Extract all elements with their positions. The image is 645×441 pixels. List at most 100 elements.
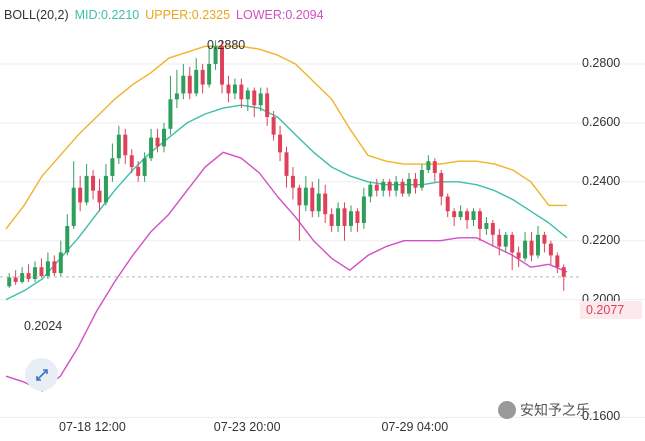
candle-body [445, 196, 450, 212]
high-annotation: 0.2880 [207, 38, 246, 52]
candle-body [316, 193, 321, 212]
candle [523, 231, 528, 262]
boll-mid-line [5, 104, 568, 301]
y-tick-label: 0.2400 [582, 173, 621, 188]
legend-upper-value: 0.2325 [191, 8, 231, 22]
candle [187, 66, 192, 100]
candle [239, 78, 244, 109]
x-tick-label: 07-18 12:00 [59, 420, 126, 434]
candle-body [394, 181, 399, 191]
candle-body [458, 211, 463, 218]
candle-body [439, 172, 444, 197]
candle [65, 214, 70, 256]
candle [471, 208, 476, 226]
candle [439, 170, 444, 206]
candle-body [20, 273, 25, 282]
legend-mid-value: 0.2210 [101, 8, 140, 22]
candle [503, 231, 508, 253]
candle [374, 178, 379, 197]
candles [7, 40, 566, 291]
legend-upper: UPPER:0.2325 [145, 8, 230, 22]
candle-body [523, 240, 528, 259]
legend-mid: MID:0.2210 [75, 8, 140, 22]
candle [297, 184, 302, 241]
bollinger-bands [5, 45, 568, 392]
candle-body [471, 211, 476, 221]
candle [477, 208, 482, 241]
candle [458, 205, 463, 221]
candle-body [245, 90, 250, 100]
y-tick-label: 0.2200 [582, 232, 621, 247]
candle-body [220, 46, 225, 85]
candle-body [252, 90, 257, 106]
candle-body [13, 277, 18, 282]
candle [400, 178, 405, 197]
candle-body [278, 134, 283, 153]
boll-upper-line [5, 45, 567, 230]
candle-body [387, 181, 392, 191]
candle [342, 202, 347, 241]
candle [116, 125, 121, 165]
candle-body [265, 93, 270, 117]
candle [465, 208, 470, 229]
candle-body [310, 187, 315, 212]
candle-body [194, 69, 199, 94]
candle-body [116, 134, 121, 159]
candle-body [323, 193, 328, 215]
candle [394, 175, 399, 197]
candle [490, 220, 495, 247]
candle [155, 128, 160, 153]
candle-body [58, 252, 63, 274]
candle-body [71, 187, 76, 226]
candle [387, 178, 392, 197]
candle-body [400, 181, 405, 194]
candle-body [200, 69, 205, 85]
y-tick-label: 0.2800 [582, 55, 621, 70]
expand-arrows-icon[interactable] [25, 358, 58, 391]
candle [91, 170, 96, 200]
candle [20, 267, 25, 284]
candle [84, 164, 89, 206]
watermark-text: 安知予之乐 [520, 402, 590, 418]
candle-body [484, 223, 489, 229]
candle [265, 87, 270, 126]
candle-body [503, 234, 508, 247]
candle [226, 75, 231, 103]
watermark: 安知予之乐 [498, 400, 590, 420]
candle [97, 178, 102, 212]
candle-body [45, 261, 50, 277]
candle-body [181, 75, 186, 94]
candle [561, 264, 566, 291]
candle-body [452, 211, 457, 218]
candle [426, 155, 431, 173]
candle [303, 175, 308, 212]
candle-body [561, 267, 566, 277]
candle [123, 128, 128, 165]
candle [45, 252, 50, 279]
candle-body [516, 252, 521, 259]
candle-body [213, 46, 218, 64]
candle [58, 240, 63, 277]
candle [348, 205, 353, 232]
candle-body [239, 84, 244, 100]
candle [161, 122, 166, 153]
candle-body [91, 175, 96, 191]
candle-body [168, 99, 173, 129]
candle-body [7, 277, 12, 287]
candle [207, 46, 212, 88]
candle [252, 87, 257, 117]
candle-body [329, 214, 334, 226]
candle [13, 270, 18, 285]
candle [432, 158, 437, 182]
candle [516, 246, 521, 268]
candle-body [368, 184, 373, 197]
candle-body [465, 211, 470, 221]
candle [310, 181, 315, 218]
candle-body [174, 93, 179, 100]
x-tick-label: 07-29 04:00 [381, 420, 449, 434]
boll-lower-line [5, 151, 568, 392]
boll-legend: BOLL(20,2) MID:0.2210 UPPER:0.2325 LOWER:0.… [4, 8, 330, 22]
candle [213, 40, 218, 70]
